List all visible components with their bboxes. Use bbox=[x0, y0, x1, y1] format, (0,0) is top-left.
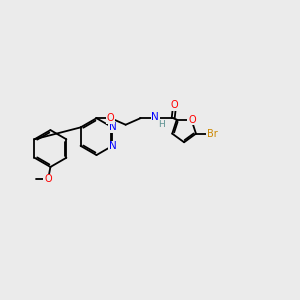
Text: O: O bbox=[44, 174, 52, 184]
Text: N: N bbox=[152, 112, 159, 122]
Text: H: H bbox=[158, 120, 165, 129]
Text: O: O bbox=[188, 115, 196, 125]
Text: O: O bbox=[171, 100, 178, 110]
Text: Br: Br bbox=[207, 129, 218, 139]
Text: O: O bbox=[107, 113, 115, 123]
Text: N: N bbox=[109, 122, 116, 132]
Text: N: N bbox=[109, 141, 116, 152]
